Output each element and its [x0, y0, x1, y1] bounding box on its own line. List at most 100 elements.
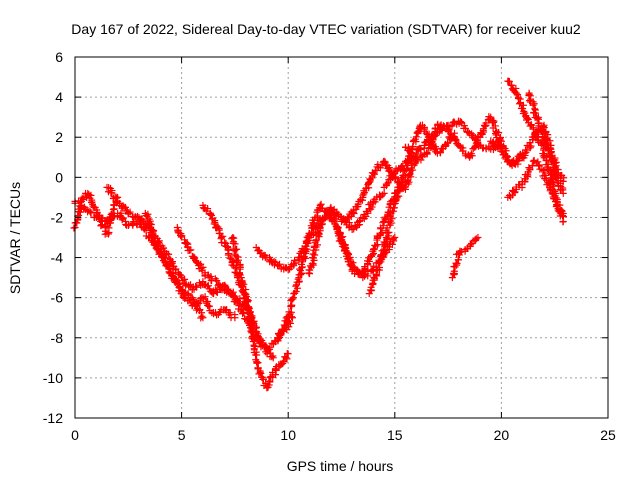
data-point: [165, 265, 173, 273]
data-point: [172, 276, 180, 284]
data-point: [168, 259, 176, 267]
data-point: [75, 197, 83, 205]
data-point: [282, 264, 290, 272]
data-point: [314, 241, 322, 249]
data-point: [315, 230, 323, 238]
data-point: [176, 271, 184, 279]
data-point: [466, 242, 474, 250]
data-point: [527, 142, 535, 150]
data-point: [236, 271, 244, 279]
data-point: [501, 150, 509, 158]
y-tick-label: 2: [55, 129, 63, 145]
data-point: [204, 282, 212, 290]
data-point: [536, 165, 544, 173]
data-point: [276, 260, 284, 268]
data-point: [519, 101, 527, 109]
data-point: [519, 104, 527, 112]
data-point: [244, 297, 252, 305]
data-point: [389, 235, 397, 243]
data-point: [451, 136, 459, 144]
data-point: [378, 191, 386, 199]
data-point: [231, 240, 239, 248]
data-point: [457, 118, 465, 126]
data-point: [508, 82, 516, 90]
data-point: [404, 146, 412, 154]
data-point: [213, 277, 221, 285]
data-point: [403, 177, 411, 185]
data-point: [82, 189, 90, 197]
data-point: [268, 353, 276, 361]
data-point: [92, 211, 100, 219]
data-point: [515, 100, 523, 108]
data-point: [495, 128, 503, 136]
data-point: [535, 162, 543, 170]
data-point: [410, 136, 418, 144]
data-point: [553, 201, 561, 209]
y-tick-label: 0: [55, 169, 63, 185]
y-axis-ticks: -12 -10 -8 -6 -4 -2 0 2 4 6: [43, 49, 608, 426]
data-point: [107, 189, 115, 197]
x-tick-label: 15: [387, 427, 403, 443]
series-arc-15: [448, 234, 482, 282]
data-point: [316, 225, 324, 233]
data-point: [365, 257, 373, 265]
data-point: [512, 84, 520, 92]
chart-title: Day 167 of 2022, Sidereal Day-to-day VTE…: [71, 21, 581, 37]
data-point: [87, 209, 95, 217]
data-point: [146, 217, 154, 225]
data-point: [226, 309, 234, 317]
data-point: [197, 314, 205, 322]
data-point: [385, 228, 393, 236]
data-point: [526, 97, 534, 105]
data-point: [317, 221, 325, 229]
data-point: [284, 314, 292, 322]
y-tick-label: -8: [51, 330, 64, 346]
data-point: [122, 203, 130, 211]
data-point: [282, 353, 290, 361]
data-point: [560, 174, 568, 182]
data-point: [310, 217, 318, 225]
data-point: [443, 122, 451, 130]
data-point: [382, 180, 390, 188]
data-points: [70, 77, 568, 392]
data-point: [505, 77, 513, 85]
data-point: [397, 181, 405, 189]
data-point: [239, 309, 247, 317]
data-point: [540, 130, 548, 138]
data-point: [355, 269, 363, 277]
data-point: [241, 291, 249, 299]
data-point: [228, 291, 236, 299]
data-point: [213, 288, 221, 296]
data-point: [473, 138, 481, 146]
data-point: [228, 261, 236, 269]
data-point: [212, 288, 220, 296]
data-point: [413, 153, 421, 161]
data-point: [261, 252, 269, 260]
data-point: [70, 224, 78, 232]
y-tick-label: 6: [55, 49, 63, 65]
data-point: [411, 135, 419, 143]
data-point: [207, 211, 215, 219]
data-point: [301, 246, 309, 254]
data-point: [453, 140, 461, 148]
data-point: [534, 158, 542, 166]
plot-frame: [74, 56, 609, 419]
data-point: [204, 205, 212, 213]
data-point: [298, 258, 306, 266]
data-point: [102, 217, 110, 225]
data-point: [214, 223, 222, 231]
data-point: [118, 214, 126, 222]
data-point: [215, 229, 223, 237]
data-point: [291, 289, 299, 297]
x-tick-label: 25: [600, 427, 616, 443]
data-point: [406, 171, 414, 179]
series-arc-11: [338, 153, 420, 225]
data-point: [305, 229, 313, 237]
data-point: [491, 122, 499, 130]
y-tick-label: -6: [51, 290, 64, 306]
data-point: [485, 144, 493, 152]
data-point: [186, 246, 194, 254]
data-point: [221, 238, 229, 246]
data-point: [227, 290, 235, 298]
